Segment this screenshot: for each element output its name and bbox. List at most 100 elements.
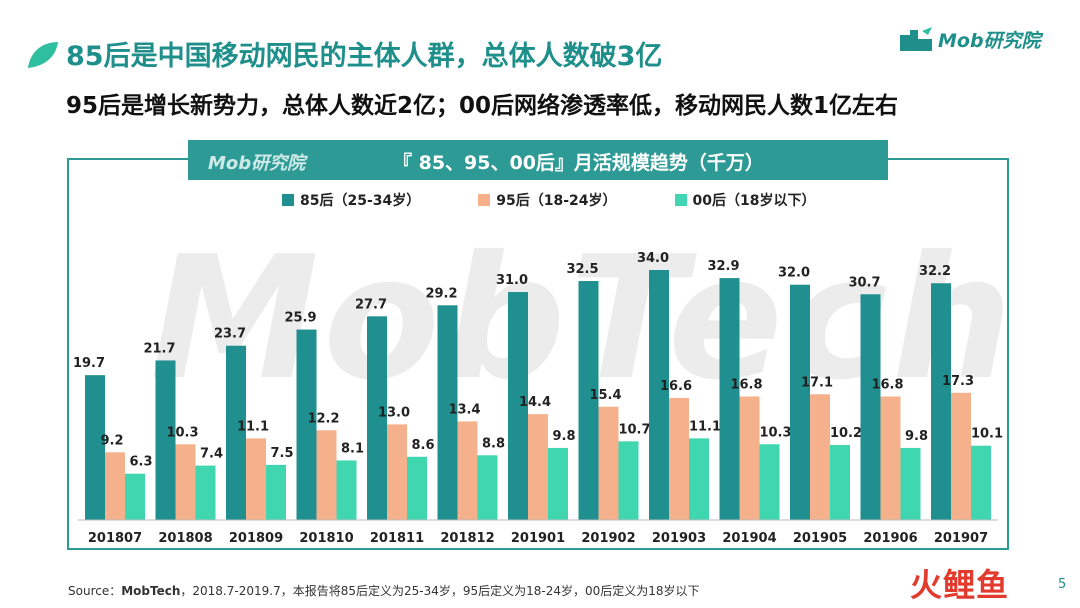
legend-swatch-85 [282, 194, 294, 206]
value-label-00-201905: 10.2 [830, 426, 862, 441]
bar-00-201811 [407, 456, 427, 520]
bar-95-201906 [880, 396, 901, 520]
value-label-85-201808: 21.7 [143, 341, 175, 356]
bar-95-201811 [387, 424, 407, 520]
x-tick-label-201809: 201809 [229, 531, 283, 545]
value-label-85-201811: 27.7 [355, 297, 387, 312]
banner-logo: Mob研究院 [208, 153, 306, 174]
x-tick-label-201807: 201807 [88, 531, 142, 545]
x-tick-label-201810: 201810 [299, 531, 353, 545]
value-label-85-201809: 23.7 [214, 327, 246, 342]
legend-swatch-95 [478, 194, 491, 206]
bar-95-201905 [810, 394, 830, 520]
chart-banner: Mob研究院 『 85、95、00后』月活规模趋势（千万） [188, 140, 888, 180]
bar-85-201907 [931, 283, 951, 520]
value-label-85-201807: 19.7 [73, 356, 105, 371]
bar-95-201903 [669, 397, 689, 520]
source-label: Source： [68, 584, 122, 598]
value-label-00-201906: 9.8 [905, 429, 928, 444]
brand-building-icon [900, 27, 932, 51]
value-label-00-201809: 7.5 [270, 446, 293, 461]
value-label-95-201903: 16.6 [660, 379, 692, 394]
bar-00-201809 [266, 464, 286, 520]
legend-item-85: 85后（25-34岁） [282, 190, 420, 210]
bar-00-201902 [618, 441, 639, 520]
legend-label-85: 85后（25-34岁） [300, 193, 421, 209]
x-tick-label-201907: 201907 [934, 531, 988, 545]
value-label-00-201903: 11.1 [689, 419, 721, 434]
value-label-85-201812: 29.2 [425, 286, 457, 301]
value-label-95-201901: 14.4 [519, 395, 551, 410]
bar-00-201808 [195, 465, 216, 520]
legend-item-95: 95后（18-24岁） [478, 190, 617, 210]
value-label-95-201808: 10.3 [166, 425, 198, 440]
bar-00-201906 [900, 447, 921, 520]
brand-logo: Mob研究院 [900, 22, 1060, 56]
value-label-00-201907: 10.1 [971, 427, 1003, 442]
bar-85-201906 [860, 294, 881, 520]
value-label-00-201812: 8.8 [482, 436, 505, 451]
bar-95-201809 [246, 438, 266, 520]
bar-85-201810 [296, 329, 317, 520]
bar-00-201812 [477, 455, 498, 520]
source-name: MobTech [121, 584, 181, 598]
bar-95-201810 [316, 430, 337, 520]
value-label-85-201905: 32.0 [778, 266, 810, 281]
bar-95-201902 [598, 406, 619, 520]
x-tick-label-201811: 201811 [370, 531, 424, 545]
bar-95-201808 [175, 444, 196, 520]
page-subtitle: 95后是增长新势力，总体人数近2亿；00后网络渗透率低，移动网民人数1亿左右 [66, 93, 899, 119]
chart-legend: 85后（25-34岁） 95后（18-24岁） 00后（18岁以下） [282, 190, 816, 210]
value-label-85-201902: 32.5 [566, 262, 598, 277]
bar-00-201901 [548, 447, 568, 520]
value-label-00-201811: 8.6 [411, 438, 434, 453]
chart-title: 『 85、95、00后』月活规模趋势（千万） [393, 152, 764, 174]
value-label-85-201904: 32.9 [707, 259, 739, 274]
legend-label-00: 00后（18岁以下） [692, 193, 816, 209]
bar-00-201807 [125, 473, 145, 520]
bar-00-201810 [336, 460, 357, 520]
value-label-00-201807: 6.3 [129, 455, 152, 470]
bar-85-201809 [226, 345, 246, 520]
bar-95-201904 [739, 396, 760, 520]
bar-85-201901 [508, 292, 528, 520]
bar-85-201903 [649, 270, 669, 520]
value-label-95-201809: 11.1 [237, 419, 269, 434]
value-label-85-201901: 31.0 [496, 273, 528, 288]
x-tick-label-201812: 201812 [440, 531, 494, 545]
bar-85-201807 [85, 375, 105, 520]
x-tick-label-201901: 201901 [511, 531, 565, 545]
bar-95-201907 [951, 392, 971, 520]
value-label-00-201904: 10.3 [759, 425, 791, 440]
value-label-95-201812: 13.4 [448, 402, 480, 417]
value-label-95-201811: 13.0 [378, 405, 410, 420]
bar-95-201901 [528, 414, 548, 520]
value-label-95-201810: 12.2 [307, 411, 339, 426]
legend-swatch-00 [674, 194, 687, 206]
bar-85-201902 [578, 281, 599, 520]
bar-00-201904 [759, 444, 780, 520]
leaf-logo-icon [28, 42, 58, 68]
value-label-95-201807: 9.2 [100, 433, 123, 448]
bar-00-201907 [971, 445, 991, 520]
bar-85-201904 [719, 278, 740, 520]
value-label-95-201904: 16.8 [730, 377, 762, 392]
bar-95-201812 [457, 421, 478, 520]
brand-text: Mob研究院 [938, 29, 1041, 52]
x-tick-label-201808: 201808 [158, 531, 212, 545]
bar-00-201905 [830, 445, 850, 520]
source-note: Source：MobTech，2018.7-2019.7，本报告将85后定义为2… [68, 582, 700, 599]
value-label-00-201902: 10.7 [618, 422, 650, 437]
value-label-95-201902: 15.4 [589, 388, 621, 403]
page-number: 5 [1058, 577, 1067, 592]
bar-85-201811 [367, 316, 387, 520]
page-title: 85后是中国移动网民的主体人群，总体人数破3亿 [66, 41, 663, 72]
bar-85-201812 [437, 305, 458, 520]
x-tick-label-201905: 201905 [793, 531, 847, 545]
x-tick-label-201903: 201903 [652, 531, 706, 545]
value-label-85-201906: 30.7 [848, 275, 880, 290]
value-label-00-201901: 9.8 [552, 429, 575, 444]
bar-85-201905 [790, 284, 810, 520]
value-label-95-201907: 17.3 [942, 374, 974, 389]
x-tick-label-201904: 201904 [722, 531, 776, 545]
